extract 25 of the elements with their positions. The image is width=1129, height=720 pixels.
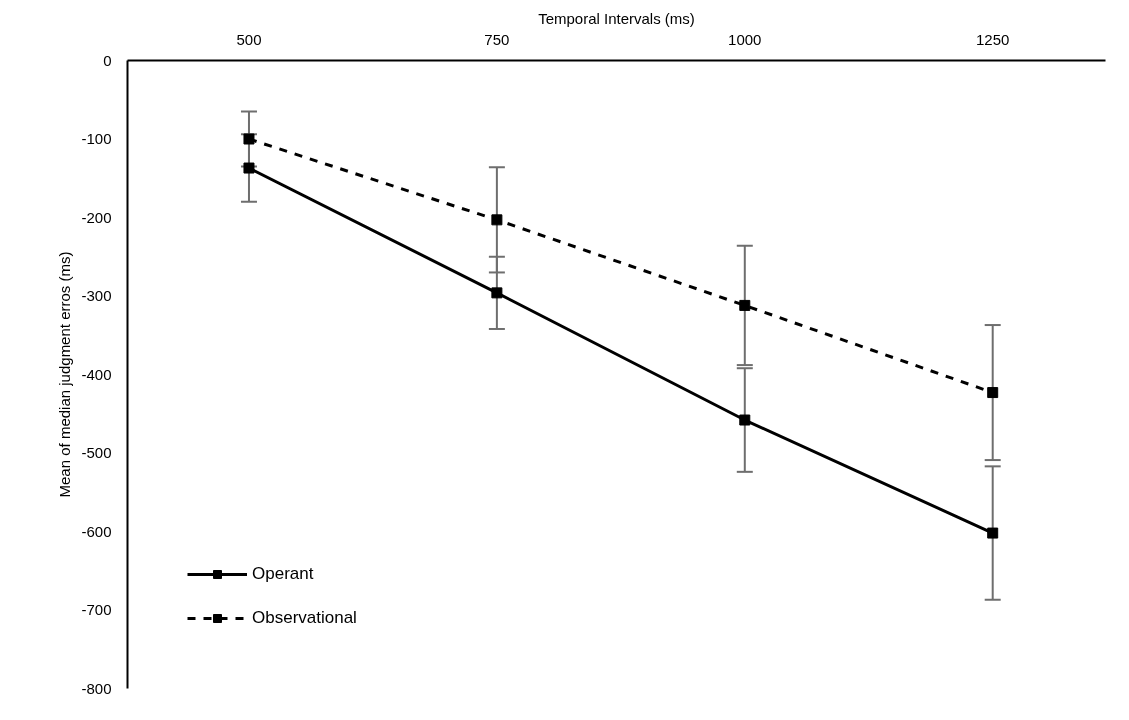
x-tick-label: 1000 <box>728 30 762 48</box>
point <box>243 133 255 145</box>
y-tick-label: -100 <box>81 130 112 147</box>
y-axis-title: Mean of median judgment erros (ms) <box>56 251 74 498</box>
point <box>491 214 503 226</box>
y-tick-label: -500 <box>81 444 112 461</box>
y-tick-label: -200 <box>81 208 112 226</box>
point <box>987 387 999 399</box>
y-tick-label: 0 <box>103 51 112 69</box>
legend-label: Observational <box>252 608 357 628</box>
point <box>739 414 751 426</box>
y-tick-label: -300 <box>81 287 112 304</box>
x-tick-label: 750 <box>484 30 510 48</box>
y-tick-label: -400 <box>81 365 112 383</box>
y-tick-label: -600 <box>81 522 112 540</box>
y-tick-label: -800 <box>81 679 112 697</box>
point <box>987 527 999 539</box>
y-tick-label: -700 <box>81 601 112 618</box>
point <box>739 299 751 311</box>
point <box>243 162 255 174</box>
x-axis-title: Temporal Intervals (ms) <box>538 9 695 27</box>
legend-label: Operant <box>252 564 314 584</box>
point <box>491 287 503 299</box>
x-tick-label: 1250 <box>976 30 1010 48</box>
x-tick-label: 500 <box>236 30 262 48</box>
